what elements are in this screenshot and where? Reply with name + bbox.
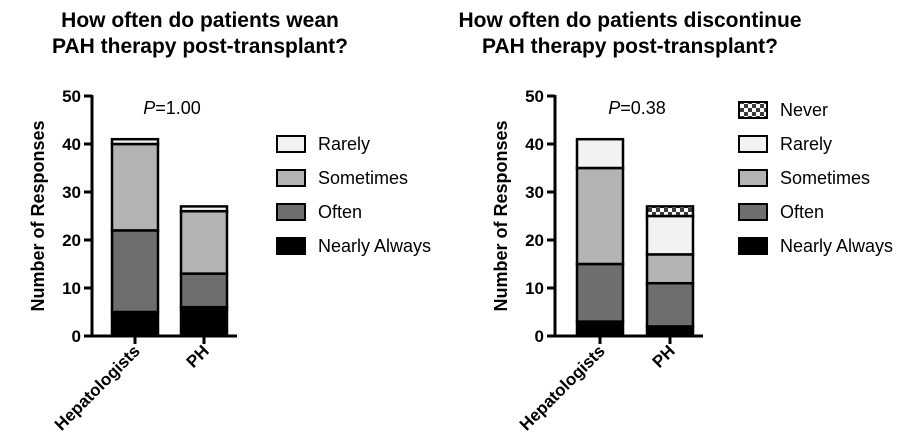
chart-2-y-tick-label-4: 40 bbox=[525, 135, 544, 154]
chart-2-x-tick-label-0: Hepatologists bbox=[516, 341, 609, 434]
chart-2-bar-1-nearly-always bbox=[645, 325, 695, 338]
chart-1-p-value: P=1.00 bbox=[143, 98, 201, 118]
chart-2-bar-0-often bbox=[575, 262, 625, 323]
chart-2-bar-0-rarely bbox=[575, 137, 625, 170]
chart-2-y-axis-label: Number of Responses bbox=[491, 120, 511, 311]
chart-2-y-tick-label-1: 10 bbox=[525, 279, 544, 298]
chart-2-p-value-letter: P bbox=[608, 98, 620, 118]
chart-2-bar-0-nearly-always bbox=[575, 320, 625, 338]
chart-2-y-tick-label-0: 0 bbox=[535, 327, 544, 346]
chart-1-y-tick-label-0: 0 bbox=[72, 327, 81, 346]
chart-1-legend-swatch-nearly-always bbox=[276, 237, 306, 255]
chart-1-legend-swatch-rarely bbox=[276, 135, 306, 153]
chart-1-legend-label-rarely: Rarely bbox=[318, 134, 370, 154]
chart-1-legend-label-nearly-always: Nearly Always bbox=[318, 236, 431, 256]
chart-1-p-value-letter: P bbox=[143, 98, 155, 118]
chart-2-x-tick-label-1: PH bbox=[649, 341, 679, 371]
chart-2-legend-swatch-often bbox=[738, 203, 768, 221]
chart-2-legend-label-sometimes: Sometimes bbox=[780, 168, 870, 188]
chart-1-bar-0-rarely bbox=[110, 137, 160, 146]
chart-1-title: How often do patients wean PAH therapy p… bbox=[20, 8, 380, 60]
chart-1-bar-1-often bbox=[179, 272, 229, 309]
chart-2-bar-1-never bbox=[645, 205, 695, 218]
chart-2-bar-1-sometimes bbox=[645, 253, 695, 285]
chart-1-bar-0-nearly-always bbox=[110, 310, 160, 338]
chart-1-bar-1-sometimes bbox=[179, 209, 229, 275]
chart-2-p-value-number: =0.38 bbox=[620, 98, 666, 118]
chart-2-legend-swatch-rarely bbox=[738, 135, 768, 153]
chart-1-y-tick-label-3: 30 bbox=[62, 183, 81, 202]
chart-2-y-tick-label-5: 50 bbox=[525, 87, 544, 106]
chart-1-legend-swatch-sometimes bbox=[276, 169, 306, 187]
chart-1-legend-label-often: Often bbox=[318, 202, 362, 222]
chart-1-title-line-2: PAH therapy post-transplant? bbox=[52, 35, 348, 58]
chart-1-legend-swatch-often bbox=[276, 203, 306, 221]
chart-1-x-tick-label-0: Hepatologists bbox=[51, 341, 144, 434]
chart-2-title-line-2: PAH therapy post-transplant? bbox=[482, 35, 778, 58]
chart-1-title-line-1: How often do patients wean bbox=[61, 9, 339, 32]
chart-1-bar-0-often bbox=[110, 229, 160, 314]
chart-2-p-value: P=0.38 bbox=[608, 98, 666, 118]
chart-2-legend-label-often: Often bbox=[780, 202, 824, 222]
chart-2-legend-label-rarely: Rarely bbox=[780, 134, 832, 154]
chart-2-legend-swatch-sometimes bbox=[738, 169, 768, 187]
chart-1-bar-1-nearly-always bbox=[179, 305, 229, 338]
chart-1-legend-label-sometimes: Sometimes bbox=[318, 168, 408, 188]
chart-2-title: How often do patients discontinue PAH th… bbox=[440, 8, 820, 60]
chart-1-x-tick-label-1: PH bbox=[183, 341, 213, 371]
chart-2-legend-swatch-nearly-always bbox=[738, 237, 768, 255]
chart-2-bar-1-often bbox=[645, 281, 695, 328]
chart-1-bar-0-sometimes bbox=[110, 142, 160, 232]
chart-1-y-tick-label-4: 40 bbox=[62, 135, 81, 154]
chart-2-legend-swatch-never bbox=[738, 101, 768, 119]
chart-2-legend-label-never: Never bbox=[780, 100, 828, 120]
chart-1-p-value-number: =1.00 bbox=[155, 98, 201, 118]
chart-1-y-axis-label: Number of Responses bbox=[28, 120, 48, 311]
chart-2-y-tick-label-3: 30 bbox=[525, 183, 544, 202]
chart-1-y-tick-label-1: 10 bbox=[62, 279, 81, 298]
chart-2-title-line-1: How often do patients discontinue bbox=[458, 9, 802, 32]
chart-1-bar-1-rarely bbox=[179, 205, 229, 213]
chart-2-bar-0-sometimes bbox=[575, 166, 625, 266]
chart-2-y-tick-label-2: 20 bbox=[525, 231, 544, 250]
chart-1-y-tick-label-2: 20 bbox=[62, 231, 81, 250]
chart-2-legend-label-nearly-always: Nearly Always bbox=[780, 236, 893, 256]
chart-1-y-tick-label-5: 50 bbox=[62, 87, 81, 106]
chart-2-bar-1-rarely bbox=[645, 214, 695, 256]
